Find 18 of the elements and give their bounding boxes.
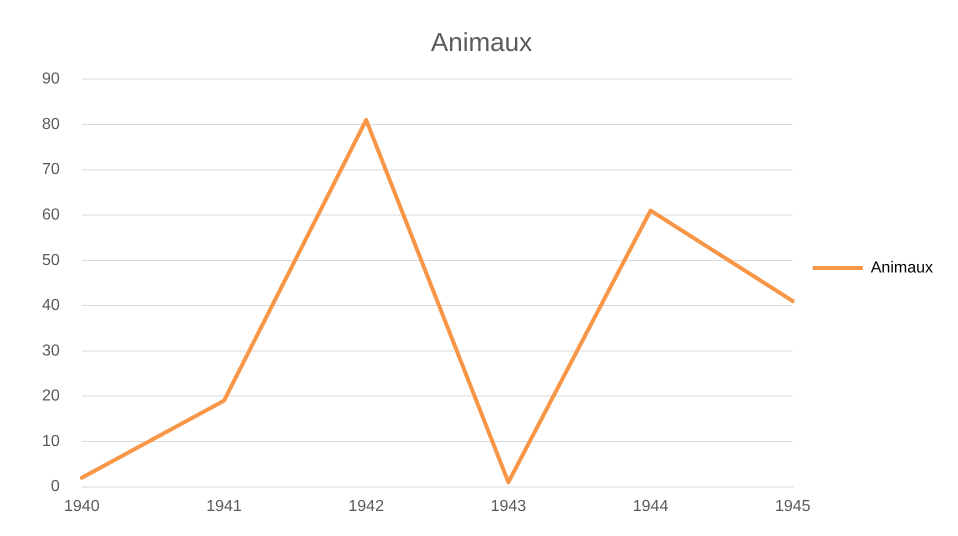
y-tick-label: 20: [42, 388, 60, 405]
legend-label: Animaux: [870, 259, 933, 276]
x-tick-label: 1944: [632, 498, 668, 515]
y-tick-label: 60: [42, 206, 60, 224]
x-tick-label: 1943: [490, 498, 526, 515]
y-tick-label: 30: [42, 342, 60, 360]
y-tick-label: 10: [42, 432, 60, 450]
x-tick-label: 1942: [348, 498, 384, 515]
y-tick-label: 0: [50, 478, 60, 496]
chart-title: Animaux: [430, 26, 532, 57]
y-tick-label: 40: [42, 297, 60, 314]
x-tick-label: 1945: [774, 498, 811, 515]
x-tick-label: 1940: [64, 498, 100, 515]
y-tick-label: 50: [42, 252, 60, 269]
y-tick-label: 80: [42, 116, 60, 133]
y-tick-label: 90: [42, 70, 60, 88]
x-tick-label: 1941: [206, 498, 242, 515]
y-tick-label: 70: [42, 161, 60, 178]
